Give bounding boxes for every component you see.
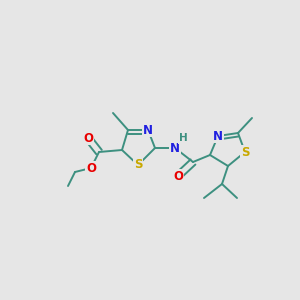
- Text: N: N: [170, 142, 180, 154]
- Text: S: S: [134, 158, 142, 172]
- Text: H: H: [178, 133, 188, 143]
- Text: O: O: [173, 169, 183, 182]
- Text: O: O: [83, 131, 93, 145]
- Text: N: N: [213, 130, 223, 142]
- Text: S: S: [241, 146, 249, 158]
- Text: O: O: [86, 161, 96, 175]
- Text: N: N: [143, 124, 153, 136]
